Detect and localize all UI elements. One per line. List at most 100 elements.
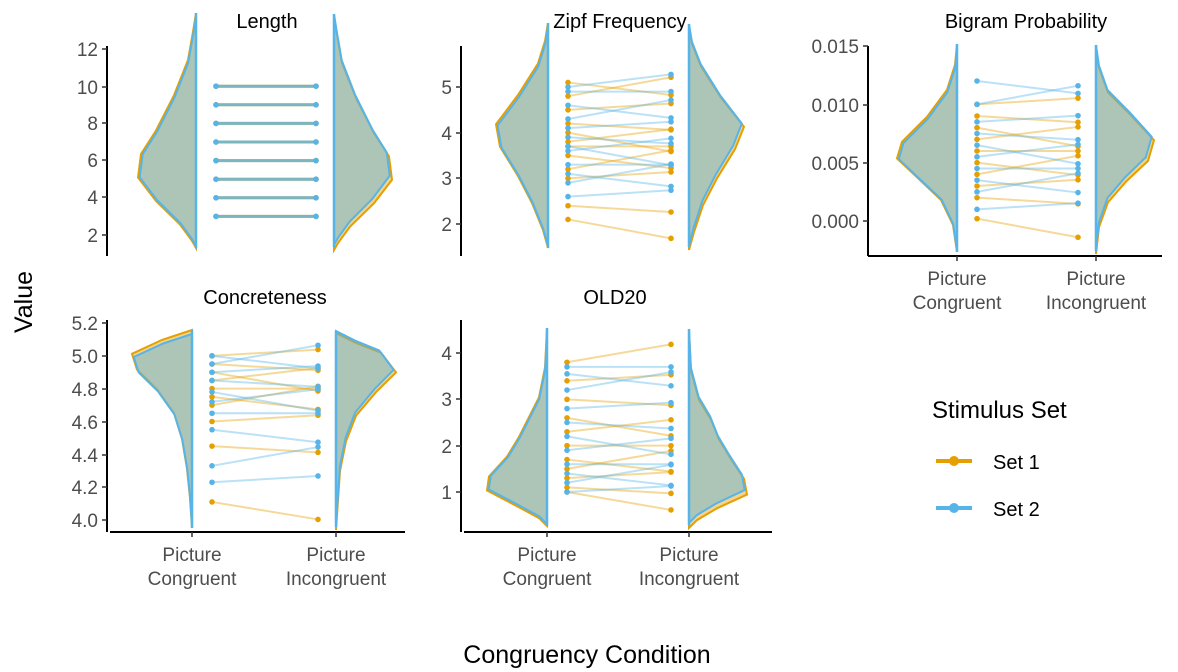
data-point bbox=[668, 442, 674, 449]
data-point bbox=[668, 482, 674, 489]
data-point bbox=[213, 176, 219, 182]
pair-line bbox=[976, 179, 1079, 194]
pair-line bbox=[567, 149, 672, 171]
violin-left-set2 bbox=[132, 332, 193, 527]
y-tick-label: 4.6 bbox=[72, 413, 98, 434]
pair-line bbox=[211, 446, 319, 467]
pair-line bbox=[567, 163, 672, 184]
data-point bbox=[974, 130, 980, 137]
data-point bbox=[565, 134, 571, 141]
data-point bbox=[313, 83, 319, 89]
pair-line bbox=[566, 343, 672, 364]
data-point bbox=[213, 213, 219, 220]
data-point bbox=[974, 154, 980, 160]
y-tick-label: 2 bbox=[87, 226, 98, 247]
data-point bbox=[209, 353, 215, 359]
pair-line bbox=[567, 120, 672, 130]
data-point bbox=[1075, 124, 1081, 130]
data-point bbox=[1075, 200, 1081, 206]
y-tick-label: 2 bbox=[441, 215, 452, 236]
pair-line bbox=[211, 366, 319, 382]
data-point bbox=[564, 484, 570, 491]
data-point bbox=[565, 175, 571, 182]
legend-item-set1: Set 1 bbox=[936, 452, 1040, 474]
pair-line bbox=[567, 145, 672, 167]
data-point bbox=[565, 102, 571, 109]
pair-line bbox=[976, 84, 1079, 106]
violin-right-set2 bbox=[333, 13, 391, 246]
data-point bbox=[315, 342, 321, 349]
data-point bbox=[564, 419, 570, 426]
pair-line bbox=[566, 421, 672, 430]
data-point bbox=[564, 359, 570, 366]
violin-right-set2 bbox=[688, 328, 746, 526]
pair-line bbox=[566, 371, 672, 392]
y-tick-label: 0.015 bbox=[811, 37, 859, 58]
panel-bigram-probability: Bigram Probability 0.000 0.005 0.010 0.015 Pi… bbox=[811, 11, 1162, 314]
data-point bbox=[974, 177, 980, 183]
y-tick-label: 4.8 bbox=[72, 380, 98, 401]
data-point bbox=[668, 88, 674, 95]
data-point bbox=[565, 152, 571, 159]
data-point bbox=[564, 371, 570, 377]
pair-line bbox=[566, 401, 672, 410]
data-point bbox=[565, 161, 571, 168]
pair-line bbox=[976, 143, 1079, 158]
data-point bbox=[313, 102, 319, 108]
data-point bbox=[668, 425, 674, 432]
y-tick-label: 4.2 bbox=[72, 478, 98, 499]
pair-line bbox=[566, 458, 672, 473]
legend-title: Stimulus Set bbox=[932, 397, 1067, 424]
violin-right-set2 bbox=[1095, 44, 1153, 250]
x-tick-label: Incongruent bbox=[639, 569, 740, 590]
data-point bbox=[313, 213, 319, 220]
data-point bbox=[668, 187, 674, 194]
data-point bbox=[213, 102, 219, 108]
violin-left-set2 bbox=[487, 331, 548, 527]
data-point bbox=[668, 127, 674, 133]
data-point bbox=[668, 364, 674, 370]
pair-line bbox=[976, 114, 1079, 123]
data-point bbox=[564, 456, 570, 463]
pair-line bbox=[566, 491, 672, 511]
data-point bbox=[974, 101, 980, 108]
data-point bbox=[565, 84, 571, 90]
data-point bbox=[1075, 177, 1081, 183]
x-tick-label: Incongruent bbox=[286, 569, 387, 590]
data-point bbox=[564, 428, 570, 435]
pair-line bbox=[976, 196, 1079, 205]
pair-line bbox=[566, 486, 672, 495]
data-point bbox=[213, 139, 219, 145]
data-point bbox=[974, 165, 980, 172]
data-point bbox=[315, 383, 321, 390]
data-point bbox=[209, 426, 215, 433]
y-tick-label: 5.0 bbox=[72, 347, 98, 368]
y-tick-label: 0.005 bbox=[811, 154, 859, 175]
pair-line bbox=[976, 154, 1079, 176]
legend-label-set1: Set 1 bbox=[993, 452, 1040, 474]
pair-line bbox=[976, 202, 1079, 211]
violin-left-set2 bbox=[138, 16, 197, 250]
y-tick-label: 0.000 bbox=[811, 212, 859, 233]
data-point bbox=[1075, 160, 1081, 167]
data-point bbox=[315, 449, 321, 456]
x-axis-label: Congruency Condition bbox=[463, 641, 710, 669]
y-tick-label: 8 bbox=[87, 114, 98, 135]
y-tick-label: 1 bbox=[441, 483, 452, 504]
pair-line bbox=[211, 414, 319, 423]
data-point bbox=[668, 148, 674, 155]
pair-line bbox=[976, 125, 1079, 141]
y-tick-label: 3 bbox=[441, 390, 452, 411]
data-point bbox=[565, 129, 571, 136]
panel-concreteness: Concreteness 4.0 4.2 4.4 4.6 4.8 5.0 5.2 Picture… bbox=[72, 287, 405, 590]
data-point bbox=[668, 115, 674, 121]
legend-point-set1 bbox=[949, 456, 959, 466]
y-tick-label: 5.2 bbox=[72, 314, 98, 335]
data-point bbox=[974, 119, 980, 125]
data-point bbox=[565, 125, 571, 131]
pair-line bbox=[211, 385, 319, 407]
data-point bbox=[1075, 141, 1081, 148]
pair-line bbox=[976, 115, 1079, 124]
data-point bbox=[315, 407, 321, 414]
data-point bbox=[565, 148, 571, 154]
